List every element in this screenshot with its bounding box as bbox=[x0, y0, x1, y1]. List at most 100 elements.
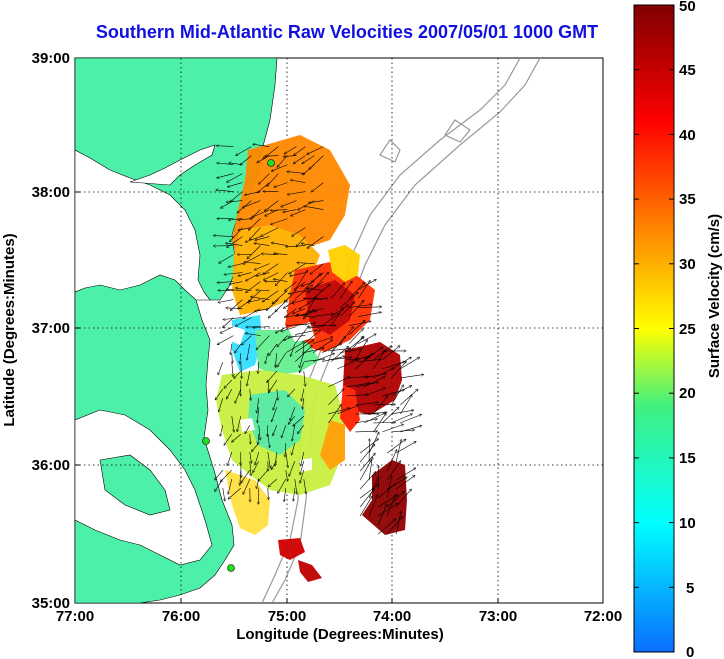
x-tick-label: 75:00 bbox=[268, 608, 306, 625]
velocity-vector bbox=[386, 517, 402, 535]
y-tick-label: 35:00 bbox=[32, 595, 70, 612]
colorbar-tick-label: 30 bbox=[679, 256, 696, 273]
velocity-vector bbox=[275, 353, 278, 367]
velocity-vector bbox=[322, 356, 345, 362]
velocity-vector bbox=[293, 415, 305, 426]
velocity-vector bbox=[313, 284, 330, 299]
velocity-vector bbox=[265, 353, 269, 363]
velocity-vector bbox=[250, 227, 261, 240]
velocity-vector bbox=[226, 200, 243, 203]
velocity-vector bbox=[303, 274, 321, 290]
velocity-vector bbox=[235, 343, 242, 353]
y-axis-label: Latitude (Degrees:Minutes) bbox=[1, 233, 18, 426]
velocity-vector bbox=[295, 340, 313, 353]
velocity-vector bbox=[313, 337, 332, 344]
velocity-vector bbox=[368, 495, 377, 517]
velocity-vector bbox=[224, 433, 233, 445]
velocity-vector bbox=[302, 155, 315, 164]
velocity-vector bbox=[238, 272, 252, 276]
velocity-vector bbox=[304, 206, 324, 210]
radar-stations bbox=[202, 159, 275, 572]
velocity-vector bbox=[303, 398, 304, 409]
velocity-vector bbox=[258, 469, 269, 481]
velocity-vector bbox=[247, 371, 251, 386]
velocity-vector bbox=[348, 301, 364, 317]
velocity-vector bbox=[281, 200, 297, 207]
velocity-vector bbox=[226, 289, 243, 290]
velocity-vector bbox=[313, 354, 334, 362]
velocity-vector bbox=[395, 476, 415, 490]
velocity-vector bbox=[400, 375, 423, 379]
velocity-vector bbox=[328, 377, 349, 388]
velocity-vector bbox=[391, 414, 412, 424]
velocity-vector bbox=[312, 182, 324, 192]
velocity-vector bbox=[231, 416, 234, 432]
velocity-vector bbox=[309, 327, 324, 328]
velocity-vector bbox=[299, 353, 305, 367]
velocity-vector bbox=[322, 344, 341, 353]
colorbar-tick-label: 40 bbox=[679, 127, 696, 144]
velocity-vector bbox=[219, 254, 234, 264]
velocity-vector bbox=[364, 348, 382, 361]
velocity-vector bbox=[377, 504, 387, 526]
velocity-vector bbox=[247, 344, 251, 360]
y-tick-label: 38:00 bbox=[32, 184, 70, 201]
velocity-vector bbox=[294, 146, 306, 156]
velocity-vector bbox=[218, 361, 224, 375]
velocity-vector bbox=[301, 244, 315, 246]
velocity-vector bbox=[340, 292, 358, 308]
velocity-vector bbox=[364, 377, 385, 388]
velocity-vector bbox=[241, 469, 251, 483]
velocity-vector bbox=[368, 457, 372, 481]
velocity-vector bbox=[386, 495, 396, 517]
velocity-vector bbox=[234, 370, 242, 378]
velocity-vector bbox=[368, 432, 379, 454]
velocity-vector bbox=[219, 398, 224, 412]
velocity-vector bbox=[382, 407, 398, 424]
map-title: Southern Mid-Atlantic Raw Velocities 200… bbox=[95, 22, 599, 42]
velocity-vector bbox=[286, 314, 307, 317]
colorbar-label: Surface Velocity (cm/s) bbox=[706, 214, 723, 378]
colorbar-tick-labels: 50 45 40 35 30 25 20 15 10 5 0 bbox=[679, 0, 696, 659]
colorbar-tick-label: 25 bbox=[679, 321, 696, 338]
velocity-vector bbox=[368, 477, 379, 499]
velocity-vector bbox=[232, 353, 233, 363]
velocity-vector bbox=[253, 144, 270, 147]
velocity-vector bbox=[359, 460, 372, 481]
velocity-vector bbox=[289, 460, 296, 476]
velocity-vector bbox=[288, 415, 296, 424]
velocity-vector bbox=[400, 426, 421, 433]
velocity-vector bbox=[274, 182, 288, 188]
velocity-vector bbox=[267, 434, 270, 447]
velocity-vector bbox=[249, 452, 252, 463]
velocity-vector bbox=[377, 503, 398, 517]
velocity-vector bbox=[355, 340, 367, 361]
velocity-vector bbox=[267, 452, 271, 468]
velocity-vector bbox=[255, 452, 260, 465]
velocity-vector bbox=[294, 326, 309, 344]
velocity-vector bbox=[330, 308, 343, 326]
velocity-vector bbox=[337, 360, 358, 370]
velocity-vector bbox=[348, 336, 363, 353]
velocity-vector bbox=[266, 299, 279, 311]
velocity-vector bbox=[284, 146, 297, 154]
radar-station bbox=[267, 159, 275, 167]
velocity-vector bbox=[253, 327, 270, 328]
velocity-vector bbox=[259, 425, 260, 440]
velocity-vector bbox=[330, 283, 344, 299]
velocity-vector bbox=[373, 346, 391, 361]
velocity-vector bbox=[249, 218, 261, 231]
velocity-vector bbox=[283, 209, 297, 213]
velocity-vector bbox=[346, 377, 368, 378]
velocity-vector bbox=[395, 468, 415, 481]
y-tick-label: 39:00 bbox=[32, 50, 70, 67]
velocity-vector bbox=[255, 263, 270, 270]
velocity-vector bbox=[386, 439, 406, 454]
velocity-vector bbox=[243, 478, 251, 494]
velocity-vector bbox=[228, 182, 243, 187]
velocity-vector bbox=[215, 388, 224, 400]
velocity-vector bbox=[286, 246, 306, 247]
velocity-vector bbox=[294, 281, 306, 291]
velocity-vector bbox=[281, 326, 297, 332]
